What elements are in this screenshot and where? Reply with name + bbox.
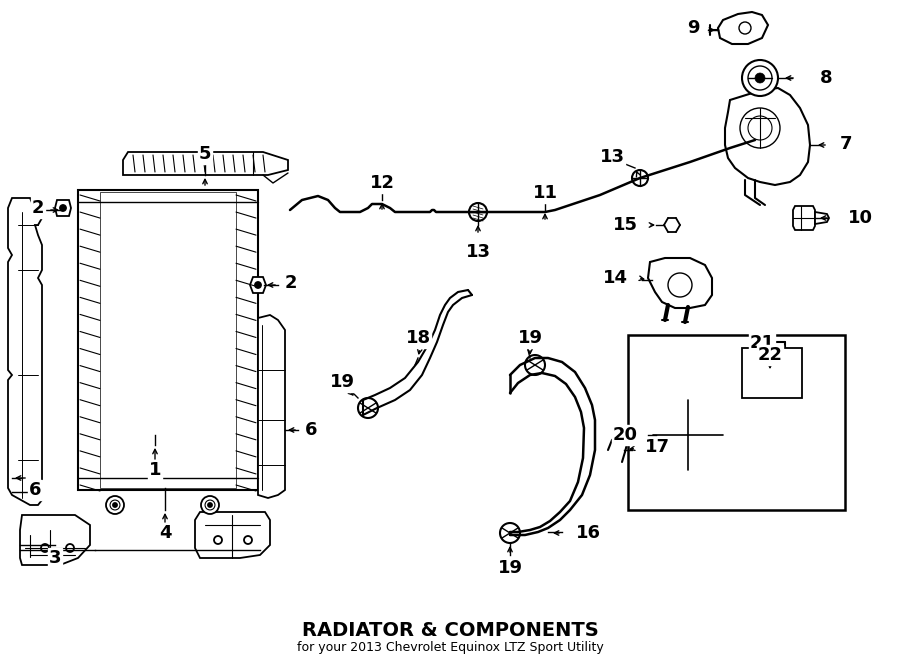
Polygon shape xyxy=(793,206,815,230)
Circle shape xyxy=(201,496,219,514)
Circle shape xyxy=(740,108,780,148)
Circle shape xyxy=(525,355,545,375)
Text: 19: 19 xyxy=(518,329,543,347)
Text: RADIATOR & COMPONENTS: RADIATOR & COMPONENTS xyxy=(302,621,598,639)
Circle shape xyxy=(113,503,117,507)
Text: 7: 7 xyxy=(840,135,852,153)
Circle shape xyxy=(663,410,713,460)
Bar xyxy=(742,348,802,398)
Polygon shape xyxy=(723,425,753,445)
Polygon shape xyxy=(78,190,258,490)
Circle shape xyxy=(742,60,778,96)
Text: 14: 14 xyxy=(603,269,628,287)
Text: 13: 13 xyxy=(599,148,625,166)
Polygon shape xyxy=(195,512,270,558)
Circle shape xyxy=(469,203,487,221)
Text: 16: 16 xyxy=(576,524,601,542)
Text: 21: 21 xyxy=(750,334,775,352)
Circle shape xyxy=(653,400,723,470)
Polygon shape xyxy=(250,277,266,293)
Circle shape xyxy=(255,282,261,288)
Polygon shape xyxy=(258,315,285,498)
Text: 18: 18 xyxy=(405,329,430,347)
Circle shape xyxy=(358,398,378,418)
Polygon shape xyxy=(725,88,810,185)
Circle shape xyxy=(739,22,751,34)
Polygon shape xyxy=(8,198,42,505)
Text: for your 2013 Chevrolet Equinox LTZ Sport Utility: for your 2013 Chevrolet Equinox LTZ Spor… xyxy=(297,641,603,654)
Polygon shape xyxy=(100,192,236,488)
Circle shape xyxy=(208,503,212,507)
Circle shape xyxy=(110,500,120,510)
Circle shape xyxy=(205,500,215,510)
Circle shape xyxy=(214,536,222,544)
Text: 3: 3 xyxy=(49,549,61,567)
Circle shape xyxy=(668,273,692,297)
Text: 22: 22 xyxy=(758,346,782,364)
Text: 6: 6 xyxy=(29,481,41,499)
Text: 1: 1 xyxy=(148,461,161,479)
Circle shape xyxy=(732,427,748,443)
Polygon shape xyxy=(648,258,712,308)
Circle shape xyxy=(244,536,252,544)
Text: 13: 13 xyxy=(465,243,491,261)
Text: 19: 19 xyxy=(329,373,355,391)
Circle shape xyxy=(748,116,772,140)
Circle shape xyxy=(755,73,765,83)
Text: 19: 19 xyxy=(498,559,523,577)
Circle shape xyxy=(66,544,74,552)
Polygon shape xyxy=(718,12,768,44)
Polygon shape xyxy=(123,152,288,175)
Text: 2: 2 xyxy=(285,274,298,292)
Circle shape xyxy=(500,523,520,543)
Text: 6: 6 xyxy=(305,421,318,439)
Polygon shape xyxy=(815,212,829,224)
Circle shape xyxy=(632,170,648,186)
Text: 20: 20 xyxy=(613,426,638,444)
Text: 12: 12 xyxy=(370,174,394,192)
Text: 17: 17 xyxy=(645,438,670,456)
Text: 8: 8 xyxy=(820,69,832,87)
Circle shape xyxy=(106,496,124,514)
Text: 11: 11 xyxy=(533,184,557,202)
Text: 10: 10 xyxy=(848,209,873,227)
Bar xyxy=(628,335,845,510)
Polygon shape xyxy=(20,515,90,565)
Text: 15: 15 xyxy=(613,216,638,234)
Text: 5: 5 xyxy=(199,145,212,163)
Polygon shape xyxy=(55,200,71,216)
Circle shape xyxy=(41,544,49,552)
Circle shape xyxy=(748,66,772,90)
Text: 4: 4 xyxy=(158,524,171,542)
Text: 9: 9 xyxy=(688,19,700,37)
Text: 2: 2 xyxy=(32,199,44,217)
Circle shape xyxy=(60,205,66,211)
